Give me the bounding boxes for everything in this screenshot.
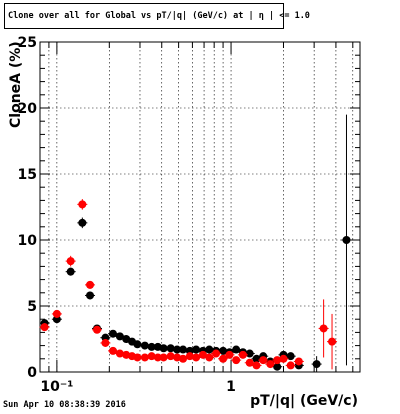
grid [39,42,360,372]
data-point [115,332,124,341]
data-point [86,280,95,289]
y-tick-label: 15 [18,167,37,183]
data-point [101,338,110,347]
y-axis-label: CloneA (%) [8,41,24,128]
data-point [219,354,228,363]
y-tick-label: 0 [27,365,37,381]
data-point [179,345,188,354]
data-point [173,345,182,354]
data-point [312,360,321,369]
data-point [205,353,214,362]
data-point [252,354,261,363]
data-point [140,341,149,350]
data-point [192,353,201,362]
x-axis-label: pT/|q| (GeV/c) [250,393,358,409]
data-point [212,349,221,358]
data-point [245,358,254,367]
data-point [86,291,95,300]
timestamp: Sun Apr 10 08:38:39 2016 [3,400,126,410]
data-point [52,309,61,318]
data-point [266,360,275,369]
data-point [252,361,261,370]
data-point [185,352,194,361]
data-point [205,345,214,354]
data-point [93,325,102,334]
data-point [66,257,75,266]
data-point [232,345,241,354]
chart-title-box: Clone over all for Global vs pT/|q| (GeV… [4,3,310,29]
data-point [294,357,303,366]
series-1 [39,199,338,370]
x-tick-label: 1 [226,379,236,395]
data-point [66,267,75,276]
data-point [78,218,87,227]
data-point [179,354,188,363]
y-tick-label: 5 [27,299,37,315]
data-point [286,352,295,361]
data-point [245,349,254,358]
data-point [259,356,268,365]
data-point [147,352,156,361]
y-tick-label: 10 [18,233,38,249]
data-marks [39,114,352,372]
data-point [198,350,207,359]
data-point [273,362,282,371]
data-point [153,353,162,362]
data-point [192,345,201,354]
data-point [166,344,175,353]
data-point [159,353,168,362]
data-point [286,361,295,370]
data-point [133,340,142,349]
data-point [166,352,175,361]
data-point [109,329,118,338]
data-point [232,356,241,365]
data-point [219,346,228,355]
data-point [273,356,282,365]
data-point [147,342,156,351]
data-point [238,350,247,359]
x-tick-label: 10⁻¹ [40,379,73,395]
data-point [319,324,328,333]
data-point [40,323,49,332]
data-point [109,346,118,355]
data-point [225,350,234,359]
data-point [133,353,142,362]
data-point [115,349,124,358]
chart-title: Clone over all for Global vs pT/|q| (GeV… [8,11,310,21]
y-tick-label: 20 [18,101,38,117]
plot-frame [39,41,361,373]
data-point [328,337,337,346]
series-0 [39,114,352,372]
data-point [140,353,149,362]
data-point [279,354,288,363]
data-point [159,344,168,353]
y-tick-label: 25 [18,35,37,51]
data-point [342,236,351,244]
data-point [78,200,87,209]
